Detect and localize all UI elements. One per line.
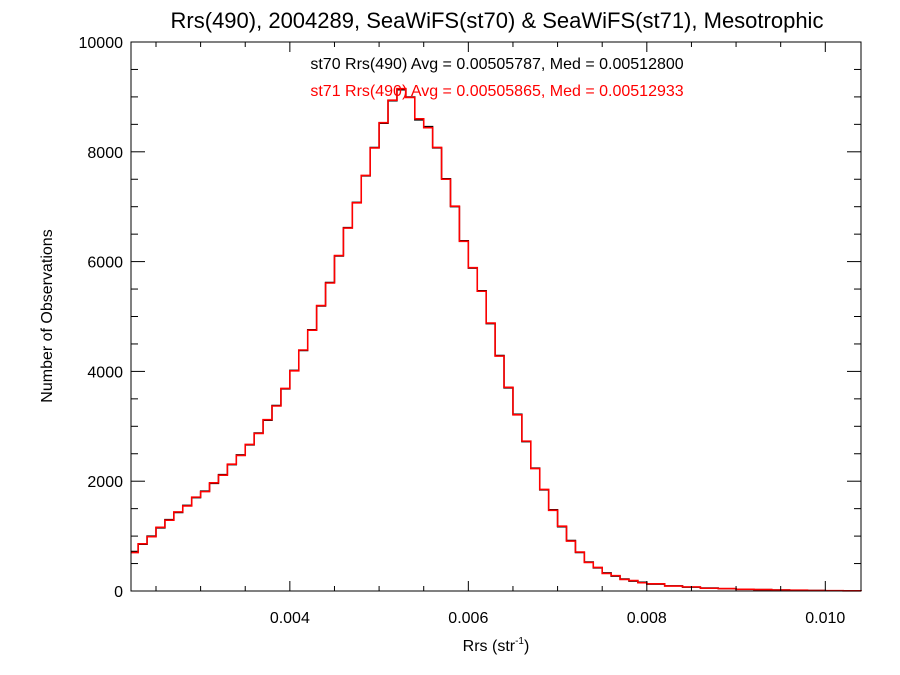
x-tick-label: 0.006 xyxy=(448,610,488,627)
x-tick-label: 0.008 xyxy=(627,610,667,627)
series-line-st71 xyxy=(131,87,862,592)
x-axis: 0.004 0.006 0.008 0.010 xyxy=(155,42,845,627)
data-series-group xyxy=(131,87,862,592)
y-axis-label: Number of Observations xyxy=(39,229,56,402)
y-tick-label: 4000 xyxy=(87,364,123,381)
x-tick-label: 0.004 xyxy=(270,610,310,627)
y-axis: 0 2000 4000 6000 8000 10000 xyxy=(79,35,861,601)
x-tick-label: 0.010 xyxy=(805,610,845,627)
y-tick-label: 0 xyxy=(114,584,123,601)
y-tick-label: 6000 xyxy=(87,255,123,272)
y-tick-label: 10000 xyxy=(79,35,124,52)
x-axis-label-close: ) xyxy=(524,638,529,655)
x-axis-label-superscript: -1 xyxy=(515,636,524,647)
annotation-st71: st71 Rrs(490) Avg = 0.00505865, Med = 0.… xyxy=(310,83,683,100)
y-tick-label: 2000 xyxy=(87,474,123,491)
annotation-st70: st70 Rrs(490) Avg = 0.00505787, Med = 0.… xyxy=(310,56,683,73)
x-axis-label: Rrs (str-1) xyxy=(463,636,530,655)
x-axis-label-main: Rrs (str xyxy=(463,638,516,655)
chart-title: Rrs(490), 2004289, SeaWiFS(st70) & SeaWi… xyxy=(171,8,824,33)
y-tick-label: 8000 xyxy=(87,145,123,162)
